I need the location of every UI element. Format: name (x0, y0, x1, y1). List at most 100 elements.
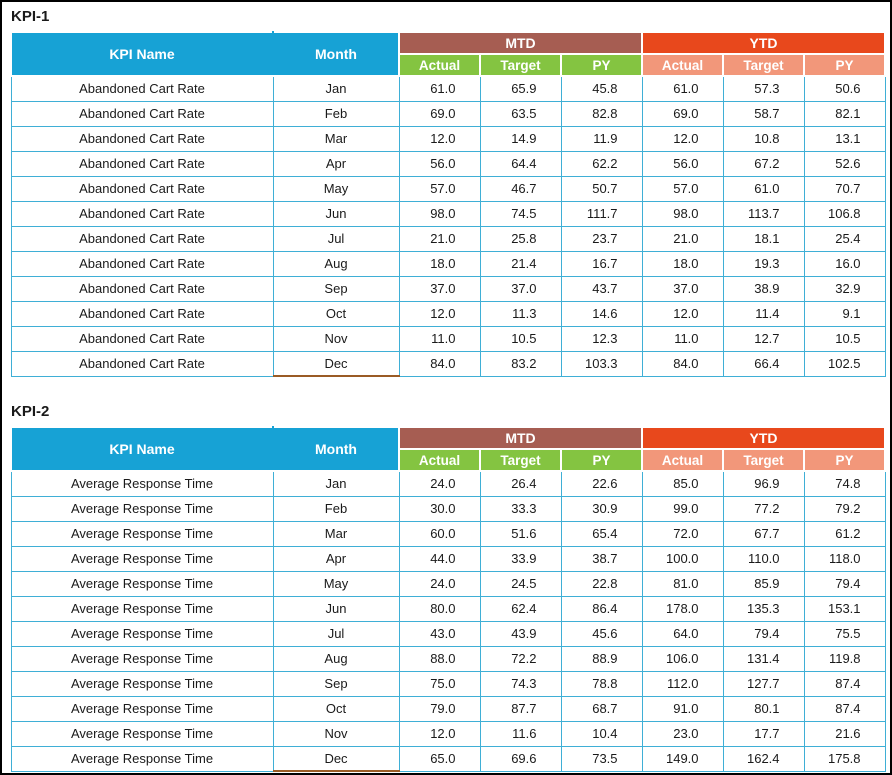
ytd-py-cell: 74.8 (803, 470, 886, 497)
kpi-1-table: KPI Name Month MTD YTD Actual Target PY … (10, 31, 887, 377)
ytd-target-cell: 162.4 (722, 745, 805, 772)
mtd-actual-cell: 84.0 (398, 350, 481, 377)
ytd-py-cell: 70.7 (803, 175, 886, 202)
mtd-py-cell: 68.7 (560, 695, 643, 722)
table-row: Average Response Time Dec 65.0 69.6 73.5… (10, 745, 886, 772)
kpi-name-cell: Abandoned Cart Rate (10, 300, 274, 327)
ytd-actual-cell: 91.0 (641, 695, 724, 722)
kpi-2-table: KPI Name Month MTD YTD Actual Target PY … (10, 426, 887, 772)
mtd-py-cell: 30.9 (560, 495, 643, 522)
table-row: Abandoned Cart Rate Jan 61.0 65.9 45.8 6… (10, 75, 886, 102)
ytd-target-cell: 18.1 (722, 225, 805, 252)
ytd-target-cell: 110.0 (722, 545, 805, 572)
mtd-actual-cell: 21.0 (398, 225, 481, 252)
kpi-name-cell: Abandoned Cart Rate (10, 250, 274, 277)
kpi-name-header: KPI Name (10, 426, 274, 472)
ytd-actual-cell: 21.0 (641, 225, 724, 252)
month-cell: Feb (272, 100, 400, 127)
ytd-target-cell: 96.9 (722, 470, 805, 497)
mtd-target-cell: 69.6 (479, 745, 562, 772)
mtd-py-cell: 12.3 (560, 325, 643, 352)
ytd-target-cell: 58.7 (722, 100, 805, 127)
kpi-name-cell: Average Response Time (10, 595, 274, 622)
mtd-py-cell: 23.7 (560, 225, 643, 252)
month-cell: Jun (272, 200, 400, 227)
mtd-actual-cell: 80.0 (398, 595, 481, 622)
ytd-py-cell: 61.2 (803, 520, 886, 547)
kpi-name-header: KPI Name (10, 31, 274, 77)
table-row: Average Response Time Jul 43.0 43.9 45.6… (10, 620, 886, 647)
kpi-name-cell: Abandoned Cart Rate (10, 175, 274, 202)
ytd-py-cell: 32.9 (803, 275, 886, 302)
ytd-actual-cell: 106.0 (641, 645, 724, 672)
mtd-target-cell: 25.8 (479, 225, 562, 252)
mtd-py-cell: 73.5 (560, 745, 643, 772)
ytd-actual-cell: 98.0 (641, 200, 724, 227)
mtd-actual-cell: 60.0 (398, 520, 481, 547)
ytd-target-cell: 38.9 (722, 275, 805, 302)
mtd-py-cell: 22.8 (560, 570, 643, 597)
ytd-actual-cell: 12.0 (641, 125, 724, 152)
mtd-py-cell: 16.7 (560, 250, 643, 277)
month-cell: Mar (272, 125, 400, 152)
mtd-group-header: MTD (397, 426, 644, 450)
mtd-py-cell: 88.9 (560, 645, 643, 672)
month-cell: Feb (272, 495, 400, 522)
month-cell: Dec (272, 745, 400, 772)
mtd-target-cell: 64.4 (479, 150, 562, 177)
kpi-2-table-header: KPI Name Month MTD YTD Actual Target PY … (10, 426, 887, 472)
month-cell: May (272, 570, 400, 597)
ytd-target-cell: 12.7 (722, 325, 805, 352)
kpi-name-cell: Average Response Time (10, 570, 274, 597)
table-row: Average Response Time May 24.0 24.5 22.8… (10, 570, 886, 597)
mtd-py-cell: 62.2 (560, 150, 643, 177)
ytd-target-cell: 19.3 (722, 250, 805, 277)
mtd-target-cell: 33.3 (479, 495, 562, 522)
month-cell: Aug (272, 645, 400, 672)
ytd-py-cell: 106.8 (803, 200, 886, 227)
ytd-py-cell: 9.1 (803, 300, 886, 327)
month-cell: May (272, 175, 400, 202)
ytd-target-cell: 85.9 (722, 570, 805, 597)
ytd-group-header: YTD (641, 426, 887, 450)
ytd-actual-cell: 84.0 (641, 350, 724, 377)
kpi-1-table-body: Abandoned Cart Rate Jan 61.0 65.9 45.8 6… (10, 75, 886, 377)
ytd-target-cell: 135.3 (722, 595, 805, 622)
mtd-py-cell: 10.4 (560, 720, 643, 747)
ytd-actual-cell: 99.0 (641, 495, 724, 522)
ytd-target-cell: 61.0 (722, 175, 805, 202)
ytd-actual-cell: 112.0 (641, 670, 724, 697)
mtd-actual-cell: 12.0 (398, 125, 481, 152)
ytd-actual-header: Actual (641, 448, 725, 472)
ytd-py-cell: 87.4 (803, 695, 886, 722)
mtd-target-cell: 21.4 (479, 250, 562, 277)
mtd-py-cell: 50.7 (560, 175, 643, 202)
mtd-actual-cell: 44.0 (398, 545, 481, 572)
ytd-py-cell: 79.4 (803, 570, 886, 597)
ytd-target-cell: 67.2 (722, 150, 805, 177)
mtd-actual-header: Actual (398, 448, 481, 472)
kpi-name-cell: Average Response Time (10, 670, 274, 697)
mtd-actual-cell: 12.0 (398, 720, 481, 747)
mtd-target-cell: 63.5 (479, 100, 562, 127)
mtd-actual-cell: 88.0 (398, 645, 481, 672)
ytd-actual-cell: 37.0 (641, 275, 724, 302)
kpi-name-cell: Average Response Time (10, 745, 274, 772)
month-cell: Mar (272, 520, 400, 547)
mtd-actual-cell: 24.0 (398, 570, 481, 597)
mtd-actual-cell: 37.0 (398, 275, 481, 302)
ytd-py-cell: 87.4 (803, 670, 886, 697)
table-row: Abandoned Cart Rate May 57.0 46.7 50.7 5… (10, 175, 886, 202)
mtd-target-cell: 83.2 (479, 350, 562, 377)
table-row: Abandoned Cart Rate Apr 56.0 64.4 62.2 5… (10, 150, 886, 177)
kpi-2-section: KPI-2 KPI Name Month MTD YTD Actual Targ… (10, 403, 887, 772)
ytd-actual-cell: 18.0 (641, 250, 724, 277)
month-cell: Jul (272, 620, 400, 647)
table-row: Abandoned Cart Rate Aug 18.0 21.4 16.7 1… (10, 250, 886, 277)
mtd-target-cell: 46.7 (479, 175, 562, 202)
ytd-actual-header: Actual (641, 53, 725, 77)
month-cell: Sep (272, 275, 400, 302)
ytd-target-cell: 66.4 (722, 350, 805, 377)
table-row: Average Response Time Aug 88.0 72.2 88.9… (10, 645, 886, 672)
mtd-actual-header: Actual (398, 53, 481, 77)
